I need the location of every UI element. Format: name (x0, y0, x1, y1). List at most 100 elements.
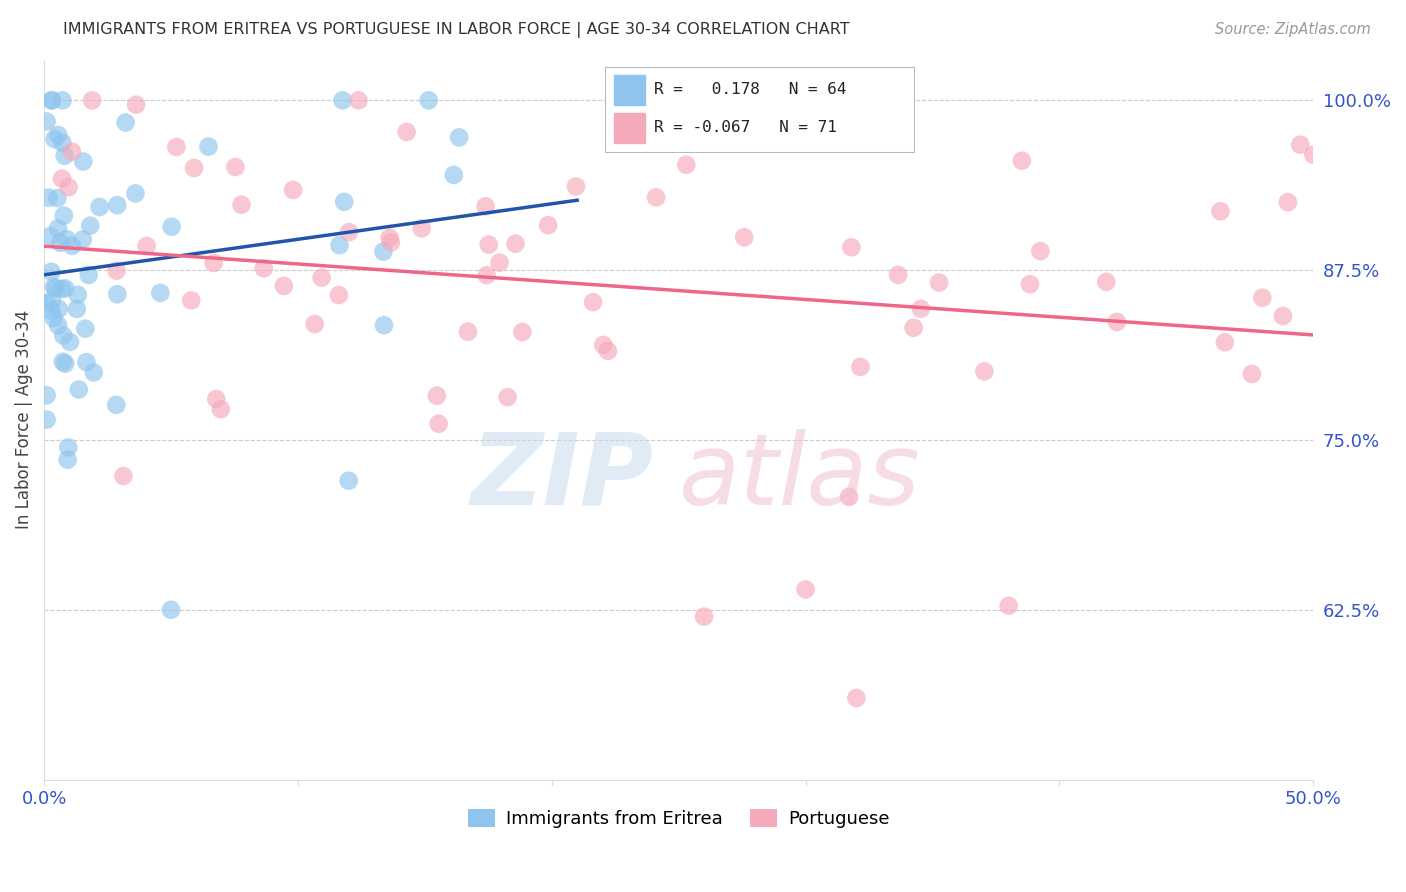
Point (849, 359, 872, 374)
Point (903, 320, 925, 334)
Point (311, 270, 333, 285)
Point (58, 180, 80, 194)
Bar (614, 112, 645, 143)
Point (46, 221, 69, 235)
Text: R =   0.178   N = 64: R = 0.178 N = 64 (654, 82, 846, 97)
Point (77, 268, 100, 282)
Point (53, 281, 76, 295)
Y-axis label: In Labor Force | Age 30-34: In Labor Force | Age 30-34 (15, 310, 32, 529)
Point (37, 191, 59, 205)
Point (114, 115, 136, 129)
Point (1240, 367, 1263, 381)
Point (46, 191, 69, 205)
Point (55, 232, 77, 246)
Point (56, 452, 79, 467)
Bar (614, 75, 645, 105)
Point (180, 293, 202, 308)
Point (49, 235, 72, 250)
Point (304, 317, 326, 331)
Point (794, 582, 817, 597)
Point (44, 132, 66, 146)
Point (52, 328, 75, 343)
Point (328, 288, 350, 302)
Point (52, 209, 75, 223)
Point (337, 474, 360, 488)
Point (66, 288, 89, 302)
Point (135, 239, 157, 253)
Point (475, 268, 498, 282)
Point (79, 219, 101, 233)
Point (1105, 315, 1128, 329)
Point (53, 149, 76, 163)
Legend: Immigrants from Eritrea, Portuguese: Immigrants from Eritrea, Portuguese (461, 802, 897, 836)
Point (997, 599, 1019, 613)
Point (273, 278, 295, 293)
Point (1029, 244, 1052, 259)
Point (51, 171, 73, 186)
Point (418, 94, 440, 108)
Point (333, 194, 356, 209)
Point (1213, 335, 1236, 350)
Point (67, 383, 90, 397)
Point (1209, 204, 1232, 219)
Point (58, 441, 80, 455)
Point (75, 321, 97, 335)
Point (347, 94, 370, 108)
Point (887, 268, 910, 282)
Point (160, 603, 183, 617)
Point (82, 94, 104, 108)
Point (328, 238, 350, 252)
Point (337, 225, 360, 239)
Point (83, 366, 105, 380)
Point (582, 295, 605, 310)
Point (845, 691, 868, 706)
Point (474, 199, 496, 213)
Point (693, 609, 716, 624)
Point (124, 186, 146, 201)
Point (48, 301, 70, 316)
Point (42, 280, 65, 294)
Point (66, 301, 89, 316)
Point (380, 235, 402, 250)
Point (125, 97, 148, 112)
Point (51, 282, 73, 296)
Point (46, 318, 69, 333)
Point (733, 230, 755, 244)
Point (488, 255, 510, 269)
Point (202, 256, 225, 270)
Point (1251, 291, 1274, 305)
Point (838, 490, 860, 504)
Point (105, 263, 128, 277)
Point (928, 276, 950, 290)
Point (46, 128, 69, 142)
Point (41, 265, 63, 279)
Point (52, 355, 75, 369)
Point (1019, 277, 1042, 292)
Point (537, 218, 560, 232)
Point (59, 334, 82, 349)
Point (205, 392, 228, 406)
Point (231, 197, 253, 211)
Point (35, 114, 58, 128)
Point (60, 145, 83, 159)
Point (478, 237, 501, 252)
Point (373, 318, 395, 333)
Point (449, 130, 471, 145)
Point (89, 200, 111, 214)
Point (112, 469, 135, 483)
Point (426, 389, 449, 403)
Point (395, 125, 418, 139)
Text: ZIP: ZIP (471, 429, 654, 525)
Point (1289, 137, 1312, 152)
Point (841, 240, 863, 254)
Point (281, 183, 304, 197)
Point (45, 281, 67, 295)
Text: IMMIGRANTS FROM ERITREA VS PORTUGUESE IN LABOR FORCE | AGE 30-34 CORRELATION CHA: IMMIGRANTS FROM ERITREA VS PORTUGUESE IN… (63, 22, 849, 38)
Point (183, 161, 205, 175)
Text: R = -0.067   N = 71: R = -0.067 N = 71 (654, 120, 837, 136)
Point (224, 160, 246, 174)
Point (75, 355, 97, 369)
Point (443, 168, 465, 182)
Point (197, 139, 219, 153)
Point (160, 219, 183, 234)
